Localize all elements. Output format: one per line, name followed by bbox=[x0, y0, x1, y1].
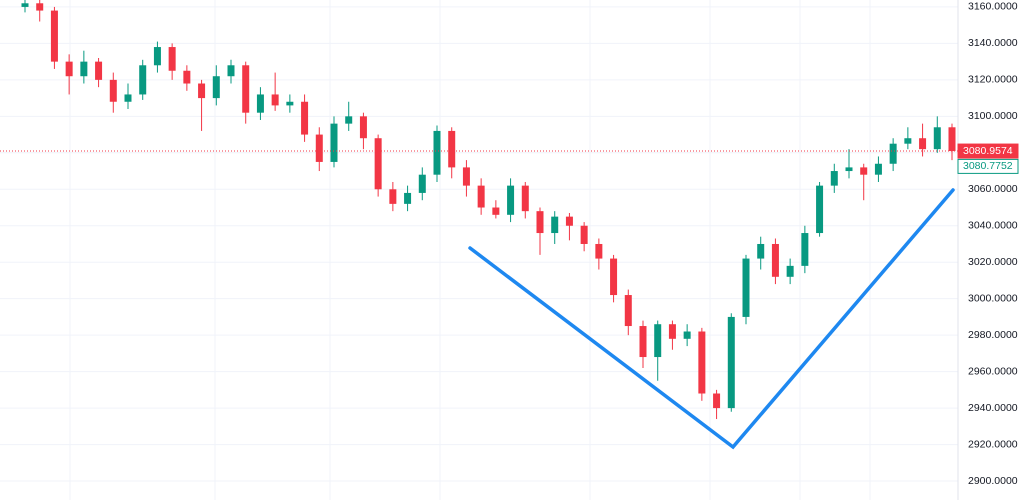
candle-body bbox=[21, 3, 29, 7]
plot bbox=[0, 0, 959, 500]
candle-body bbox=[433, 130, 441, 175]
candle-body bbox=[889, 143, 897, 164]
candle-body bbox=[330, 123, 338, 162]
candle-body bbox=[536, 211, 544, 234]
candle-body bbox=[565, 216, 573, 226]
candle-body bbox=[168, 47, 176, 71]
price-label-box bbox=[957, 158, 1019, 174]
candle-body bbox=[713, 393, 721, 409]
candle-body bbox=[933, 127, 941, 150]
y-tick-label: 3000.0000 bbox=[968, 292, 1018, 304]
y-tick-label: 3060.0000 bbox=[968, 183, 1018, 195]
y-tick-label: 2940.0000 bbox=[968, 402, 1018, 414]
price-label-box bbox=[957, 143, 1019, 159]
candle-body bbox=[65, 61, 73, 77]
candle-body bbox=[271, 94, 279, 106]
candle-body bbox=[860, 167, 868, 175]
candle-body bbox=[345, 116, 353, 124]
candle-body bbox=[418, 174, 426, 193]
candle-body bbox=[198, 83, 206, 99]
candle-body bbox=[801, 233, 809, 266]
candle-body bbox=[492, 207, 500, 215]
candle-body bbox=[551, 216, 559, 234]
y-tick-label: 3040.0000 bbox=[968, 220, 1018, 232]
candle-body bbox=[462, 167, 470, 186]
candle-body bbox=[95, 61, 103, 80]
candle-body bbox=[50, 10, 58, 62]
candle-body bbox=[521, 185, 529, 212]
candle-body bbox=[919, 138, 927, 150]
candle-body bbox=[477, 185, 485, 208]
candle-body bbox=[212, 76, 220, 99]
candle-body bbox=[624, 295, 632, 327]
candle-body bbox=[80, 61, 88, 77]
y-tick-label: 3140.0000 bbox=[968, 37, 1018, 49]
candle-body bbox=[874, 163, 882, 175]
candle-body bbox=[404, 192, 412, 204]
candle-body bbox=[698, 331, 706, 394]
y-tick-label: 2920.0000 bbox=[968, 438, 1018, 450]
candle-body bbox=[683, 331, 691, 339]
candle-body bbox=[845, 167, 853, 172]
candle-body bbox=[374, 138, 382, 190]
candle-body bbox=[948, 127, 956, 152]
candle-body bbox=[183, 70, 191, 84]
y-tick-label: 2900.0000 bbox=[968, 475, 1018, 487]
y-tick-label: 2960.0000 bbox=[968, 365, 1018, 377]
trend-lines bbox=[468, 188, 955, 450]
candle-body bbox=[448, 130, 456, 168]
candle-body bbox=[595, 243, 603, 259]
candle-body bbox=[654, 324, 662, 358]
candle-body bbox=[109, 79, 117, 102]
y-tick-label: 3100.0000 bbox=[968, 110, 1018, 122]
candle-body bbox=[786, 265, 794, 277]
candle-body bbox=[580, 225, 588, 244]
candle-body bbox=[830, 171, 838, 186]
price-label: 3080.7752 bbox=[957, 158, 1019, 174]
candle-body bbox=[301, 101, 309, 135]
candle-body bbox=[227, 65, 235, 77]
candle-body bbox=[771, 243, 779, 277]
candle-body bbox=[904, 138, 912, 144]
y-tick-label: 3120.0000 bbox=[968, 74, 1018, 86]
y-tick-label: 2980.0000 bbox=[968, 329, 1018, 341]
price-label-text: 3080.7752 bbox=[963, 160, 1013, 172]
candle-body bbox=[389, 189, 397, 204]
candle-body bbox=[507, 185, 515, 215]
candle-body bbox=[816, 185, 824, 234]
candle-body bbox=[727, 316, 735, 409]
candle-body bbox=[124, 94, 132, 102]
candle-body bbox=[610, 258, 618, 296]
candle-body bbox=[139, 65, 147, 95]
price-label: 3080.9574 bbox=[957, 143, 1019, 159]
y-tick-label: 3160.0000 bbox=[968, 1, 1018, 13]
candle-body bbox=[742, 258, 750, 317]
candle-body bbox=[242, 65, 250, 113]
candle-body bbox=[757, 243, 765, 259]
candle-body bbox=[668, 324, 676, 339]
candle-body bbox=[639, 326, 647, 358]
candle-body bbox=[359, 116, 367, 139]
price-label-text: 3080.9574 bbox=[963, 145, 1013, 157]
candle-body bbox=[256, 94, 264, 113]
y-tick-label: 3020.0000 bbox=[968, 256, 1018, 268]
candle-body bbox=[315, 134, 323, 162]
candle-body bbox=[286, 101, 294, 106]
candle-body bbox=[36, 3, 44, 11]
candle-body bbox=[153, 47, 161, 66]
